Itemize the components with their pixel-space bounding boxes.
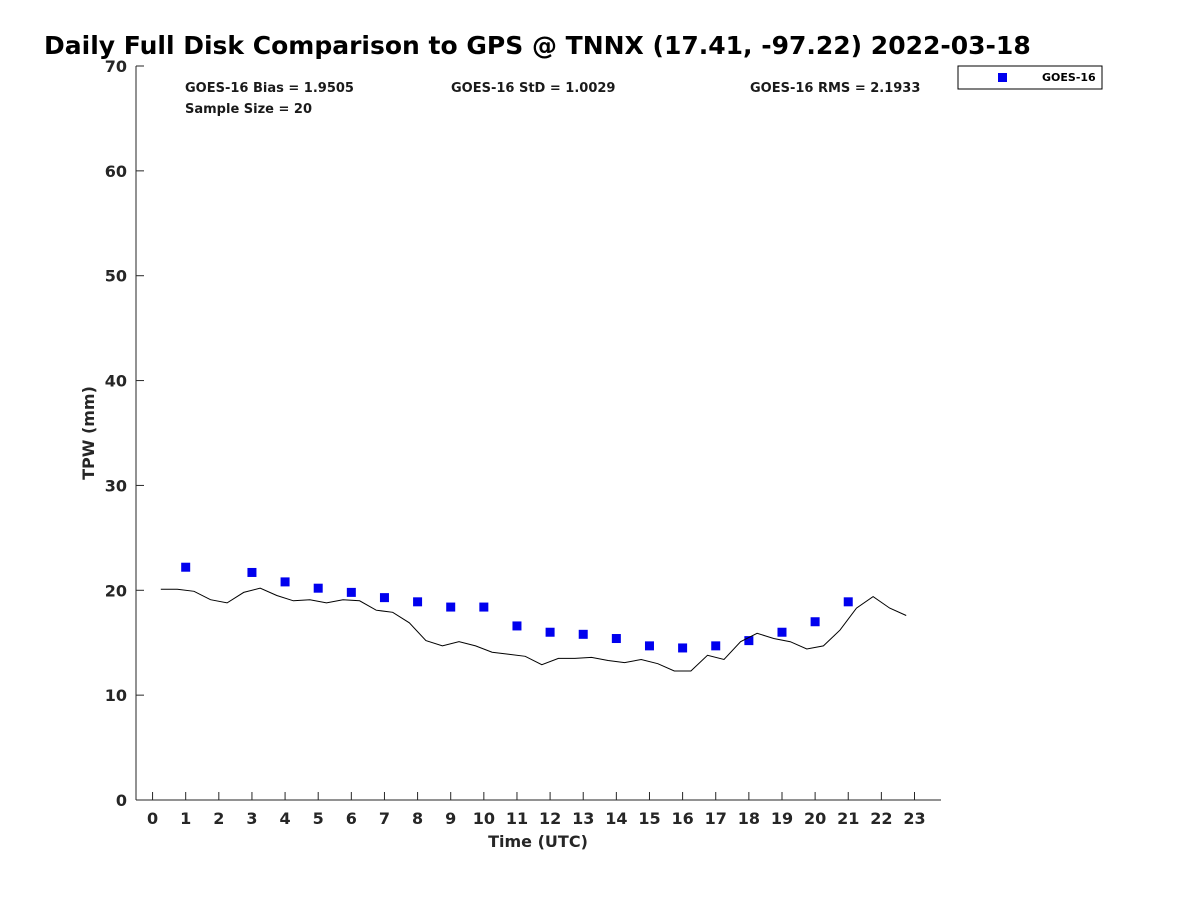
- x-tick-label: 10: [473, 809, 495, 828]
- goes16-point: [810, 617, 820, 627]
- sample-size-stat: Sample Size = 20: [185, 102, 312, 117]
- x-tick-label: 19: [771, 809, 793, 828]
- x-tick-label: 0: [147, 809, 158, 828]
- x-tick-label: 3: [246, 809, 257, 828]
- goes16-point: [379, 593, 389, 603]
- x-tick-label: 14: [605, 809, 627, 828]
- goes16-point: [346, 587, 356, 597]
- legend-box: [957, 65, 1103, 90]
- y-tick-label: 10: [105, 686, 127, 705]
- y-tick-label: 30: [105, 476, 127, 495]
- legend-marker-goes16: [998, 73, 1007, 82]
- x-tick-label: 2: [213, 809, 224, 828]
- x-tick-label: 15: [638, 809, 660, 828]
- y-tick-label: 70: [105, 57, 127, 76]
- y-tick-label: 0: [116, 791, 127, 810]
- x-tick-label: 4: [280, 809, 291, 828]
- x-axis-label: Time (UTC): [488, 832, 588, 851]
- goes16-point: [280, 577, 290, 587]
- goes16-point: [479, 602, 489, 612]
- goes16-point: [313, 583, 323, 593]
- goes16-point: [843, 597, 853, 607]
- std-stat: GOES-16 StD = 1.0029: [451, 81, 615, 96]
- legend-label-goes16: GOES-16: [1042, 71, 1096, 84]
- gps-tpw-line: [160, 587, 907, 672]
- x-tick-label: 9: [445, 809, 456, 828]
- x-tick-label: 5: [313, 809, 324, 828]
- legend: GOES-16: [957, 65, 1103, 90]
- goes16-point: [711, 641, 721, 651]
- x-tick-label: 13: [572, 809, 594, 828]
- x-tick-label: 6: [346, 809, 357, 828]
- x-tick-label: 23: [903, 809, 925, 828]
- goes16-point: [644, 641, 654, 651]
- x-tick-label: 16: [671, 809, 693, 828]
- y-tick-label: 50: [105, 267, 127, 286]
- x-tick-label: 11: [506, 809, 528, 828]
- goes16-point: [512, 621, 522, 631]
- y-tick-label: 40: [105, 372, 127, 391]
- goes16-point: [678, 643, 688, 653]
- goes16-point: [181, 562, 191, 572]
- y-tick-label: 20: [105, 581, 127, 600]
- x-tick-label: 20: [804, 809, 826, 828]
- goes16-point: [247, 567, 257, 577]
- x-tick-label: 8: [412, 809, 423, 828]
- chart-title: Daily Full Disk Comparison to GPS @ TNNX…: [44, 31, 1031, 60]
- goes16-point: [777, 627, 787, 637]
- x-tick-label: 18: [738, 809, 760, 828]
- goes16-point: [545, 627, 555, 637]
- goes16-point: [578, 629, 588, 639]
- x-tick-label: 1: [180, 809, 191, 828]
- y-axis-label: TPW (mm): [79, 386, 98, 480]
- y-tick-label: 60: [105, 162, 127, 181]
- goes16-point: [446, 602, 456, 612]
- goes16-point: [744, 636, 754, 646]
- bias-stat: GOES-16 Bias = 1.9505: [185, 81, 354, 96]
- x-tick-label: 12: [539, 809, 561, 828]
- goes16-point: [611, 634, 621, 644]
- x-tick-label: 22: [870, 809, 892, 828]
- rms-stat: GOES-16 RMS = 2.1933: [750, 81, 920, 96]
- goes16-point: [413, 597, 423, 607]
- x-tick-label: 21: [837, 809, 859, 828]
- x-tick-label: 7: [379, 809, 390, 828]
- x-tick-label: 17: [705, 809, 727, 828]
